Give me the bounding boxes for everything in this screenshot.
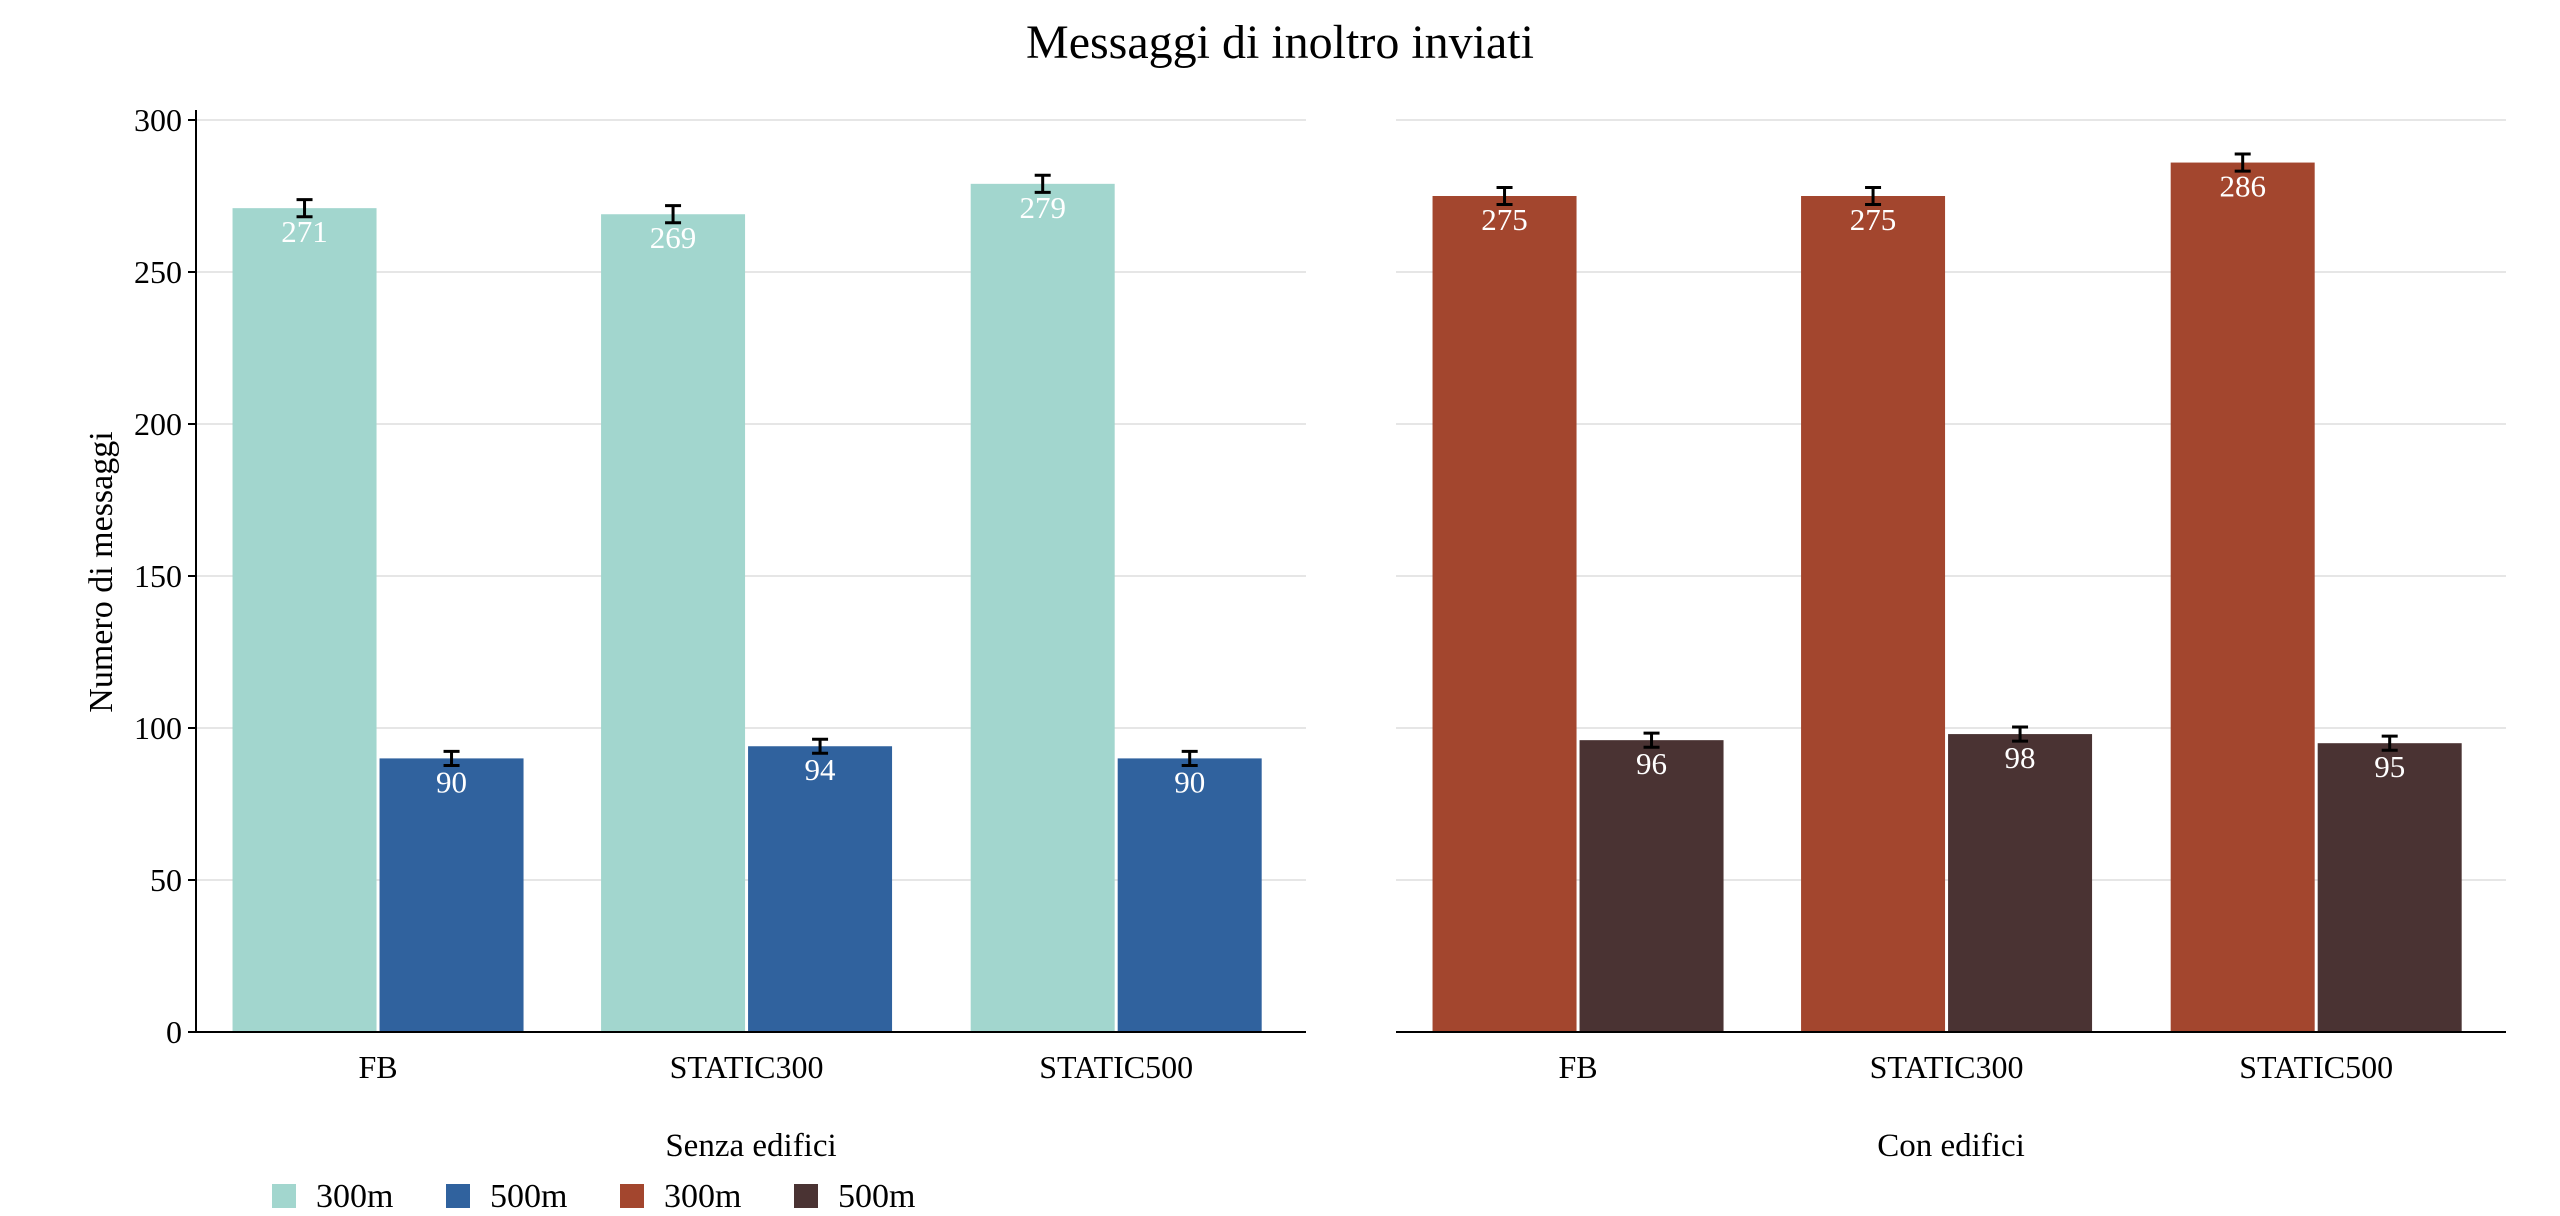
bar — [1579, 740, 1724, 1032]
legend: 300m 500m 300m 500m — [272, 1178, 915, 1215]
y-tick-label: 100 — [134, 710, 182, 746]
bar — [2317, 743, 2462, 1032]
x-tick-label: FB — [1558, 1049, 1597, 1085]
bar — [2170, 162, 2315, 1032]
data-label: 286 — [2219, 169, 2266, 204]
x-tick-label: STATIC300 — [1870, 1049, 2024, 1085]
data-label: 90 — [1174, 764, 1205, 799]
data-label: 90 — [436, 764, 467, 799]
legend-label: 300m — [316, 1178, 393, 1215]
data-label: 95 — [2374, 749, 2405, 784]
y-tick-label: 250 — [134, 254, 182, 290]
data-label: 275 — [1481, 202, 1528, 237]
legend-swatch — [272, 1184, 296, 1208]
data-label: 271 — [281, 214, 328, 249]
data-label: 275 — [1850, 202, 1897, 237]
legend-label: 500m — [838, 1178, 915, 1215]
y-tick-label: 50 — [150, 862, 182, 898]
bar — [1432, 196, 1577, 1032]
y-tick-label: 200 — [134, 406, 182, 442]
y-tick-label: 150 — [134, 558, 182, 594]
data-label: 269 — [650, 220, 697, 255]
bar — [379, 758, 524, 1032]
chart-title: Messaggi di inoltro inviati — [1026, 16, 1534, 69]
x-tick-label: STATIC500 — [1039, 1049, 1193, 1085]
x-tick-label: FB — [358, 1049, 397, 1085]
y-tick-label: 300 — [134, 102, 182, 138]
bar — [748, 746, 893, 1032]
bar — [1948, 734, 2093, 1032]
bar — [601, 214, 746, 1033]
y-tick-label: 0 — [166, 1014, 182, 1050]
bar — [1117, 758, 1262, 1032]
x-tick-label: STATIC500 — [2239, 1049, 2393, 1085]
panel-label: Senza edifici — [665, 1128, 836, 1164]
data-label: 279 — [1019, 190, 1066, 225]
legend-swatch — [446, 1184, 470, 1208]
y-axis-label: Numero di messaggi — [83, 431, 120, 712]
x-tick-label: STATIC300 — [670, 1049, 824, 1085]
data-label: 98 — [2005, 740, 2036, 775]
legend-swatch — [794, 1184, 818, 1208]
bar — [970, 183, 1115, 1033]
panel-label: Con edifici — [1877, 1128, 2025, 1164]
legend-swatch — [620, 1184, 644, 1208]
data-label: 96 — [1636, 746, 1667, 781]
plot-area: 271 90 FB 269 94 STATIC300 279 90 STATIC500 Senza… — [134, 102, 2506, 1164]
data-label: 94 — [805, 752, 837, 787]
bar — [1801, 196, 1946, 1032]
legend-label: 300m — [664, 1178, 741, 1215]
bar — [232, 208, 377, 1032]
legend-label: 500m — [490, 1178, 567, 1215]
